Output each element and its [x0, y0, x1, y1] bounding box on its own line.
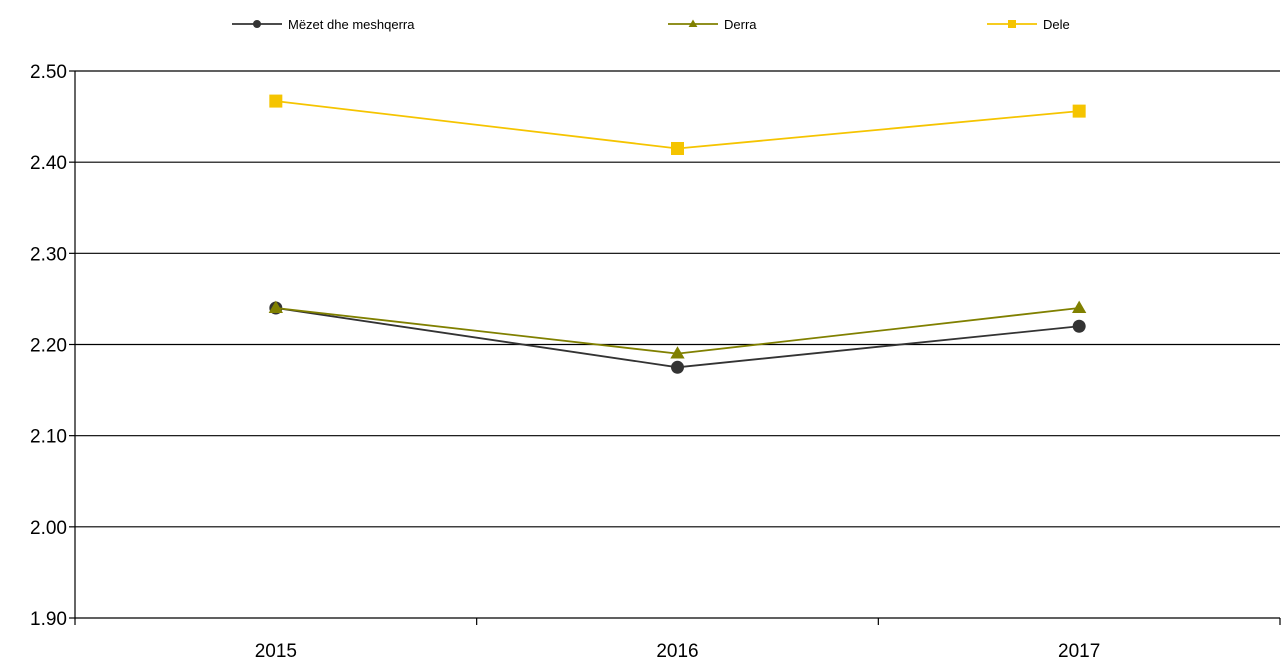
legend-marker — [253, 20, 261, 28]
data-point — [671, 141, 684, 155]
gridlines — [75, 70, 1280, 528]
y-tick-label: 2.20 — [30, 336, 67, 357]
legend-label: Mëzet dhe meshqerra — [288, 17, 415, 32]
data-point — [268, 300, 283, 313]
legend: Mëzet dhe meshqerra Derra Dele — [232, 17, 1070, 32]
y-axis: 1.90 2.00 2.10 2.20 2.30 2.40 2.50 — [30, 62, 76, 630]
legend-marker — [1008, 20, 1016, 28]
data-point — [670, 346, 685, 359]
y-tick-label: 2.10 — [30, 427, 67, 448]
legend-label: Dele — [1043, 17, 1070, 32]
y-tick-label: 2.40 — [30, 153, 67, 174]
y-tick-label: 1.90 — [30, 609, 67, 630]
x-axis: 2015 2016 2017 — [74, 617, 1281, 662]
series-line — [275, 100, 1080, 150]
legend-label: Derra — [724, 17, 757, 32]
series-group — [268, 94, 1087, 374]
y-tick-label: 2.00 — [30, 518, 67, 539]
data-point — [1072, 319, 1086, 333]
y-tick-label: 2.30 — [30, 244, 67, 265]
data-point — [1072, 300, 1087, 313]
y-tick-label: 2.50 — [30, 62, 67, 83]
x-tick-label: 2016 — [656, 641, 698, 662]
x-tick-label: 2015 — [255, 641, 297, 662]
data-point — [269, 94, 283, 108]
data-point — [671, 360, 684, 374]
legend-marker — [688, 19, 698, 28]
data-point — [1072, 104, 1086, 118]
x-tick-label: 2017 — [1058, 641, 1100, 662]
